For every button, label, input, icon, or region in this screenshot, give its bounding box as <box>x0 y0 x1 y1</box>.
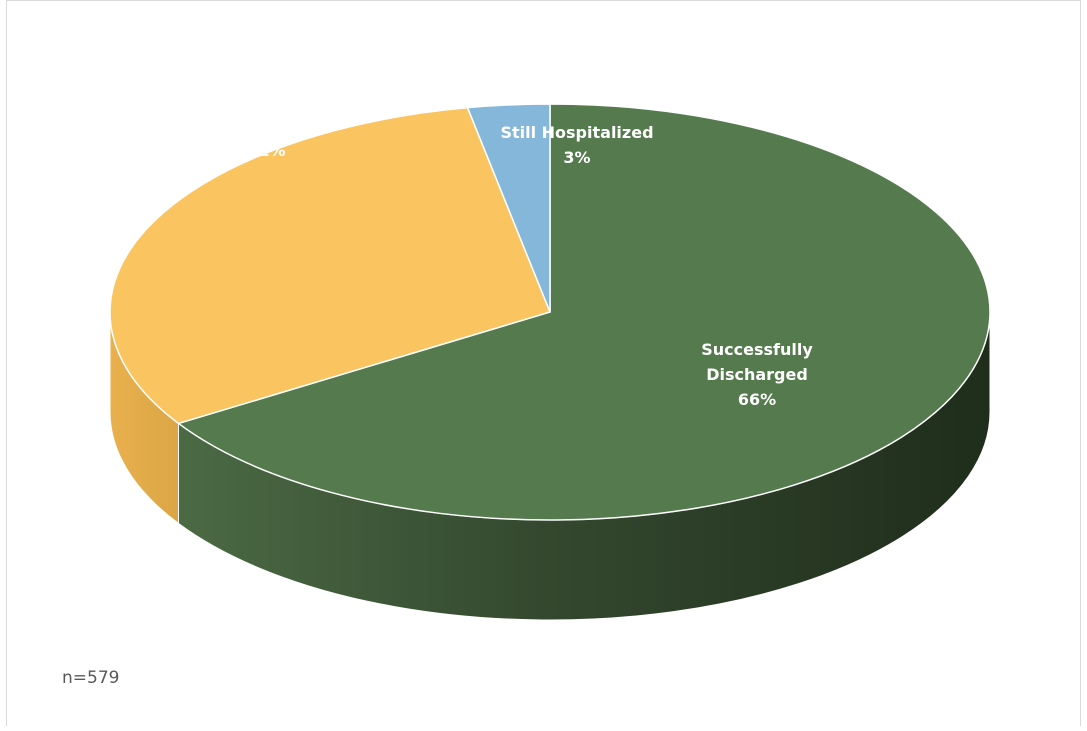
data-label-still-hospitalized: Still Hospitalized 3% <box>500 123 653 167</box>
pie-tops <box>109 103 991 521</box>
data-label-slice-1: 1% <box>258 141 285 160</box>
sample-size-note: n=579 <box>62 668 120 688</box>
pie-slice-successfully-discharged <box>176 103 991 521</box>
pie-slice-still-hospitalized <box>466 103 551 313</box>
pie-slice-slice-1 <box>109 106 552 425</box>
data-label-successfully-discharged: Successfully Discharged 66% <box>701 340 813 409</box>
pie-labels: Successfully Discharged 66% 1% Still Hospita… <box>258 123 813 409</box>
chart-frame <box>6 0 1081 726</box>
